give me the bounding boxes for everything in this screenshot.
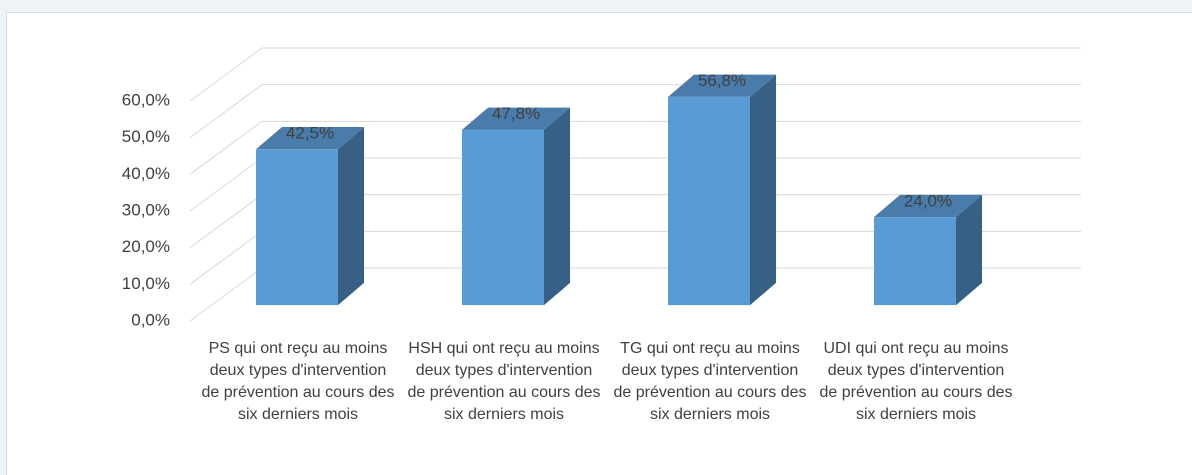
value-label: 42,5% [286,124,334,143]
y-tick-label: 40,0% [122,164,170,183]
value-label: 24,0% [904,191,952,210]
grid-line [189,120,263,175]
grid-line [189,84,263,139]
value-label: 56,8% [698,71,746,90]
bar-top [462,107,571,130]
bar-top [256,127,365,150]
x-tick-label: UDI qui ont reçu au moins deux types d'i… [819,340,1013,423]
bar [874,217,956,306]
value-label: 47,8% [492,104,540,123]
bar [668,96,750,306]
y-tick-label: 60,0% [122,90,170,109]
y-tick-label: 50,0% [122,127,170,146]
bar-side [338,127,365,306]
bar-side [750,74,777,306]
bar [462,129,544,306]
y-tick-label: 20,0% [122,237,170,256]
bar-side [544,107,571,306]
chart-frame [6,12,1192,475]
y-tick-label: 0,0% [131,310,170,329]
grid-line [189,267,263,322]
bar [256,149,338,306]
bar-top [874,194,983,218]
x-tick-label: PS qui ont reçu au moins deux types d'in… [201,340,395,423]
bar-top [668,74,777,97]
x-tick-label: HSH qui ont reçu au moins deux types d'i… [407,340,601,423]
grid-line [189,157,263,212]
grid-line [189,230,263,285]
y-tick-label: 30,0% [122,200,170,219]
x-tick-label: TG qui ont reçu au moins deux types d'in… [613,340,807,423]
bar-side [956,194,983,306]
grid-line [189,47,263,102]
grid-line [189,194,263,249]
y-tick-label: 10,0% [122,274,170,293]
